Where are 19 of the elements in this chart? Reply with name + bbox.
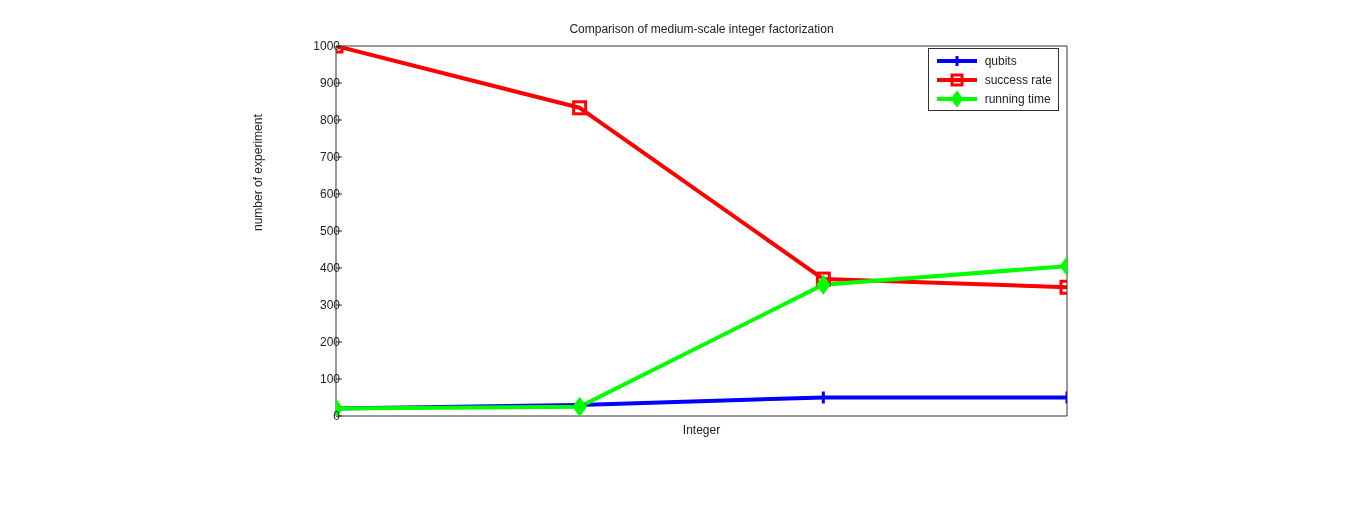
- y-axis-title: number of experiment: [251, 113, 266, 231]
- y-tick-label: 800: [319, 113, 341, 128]
- point: [572, 100, 588, 116]
- y-tick-label: 1000: [313, 39, 341, 54]
- y-tick-label: 0: [333, 409, 341, 424]
- y-tick-label: 500: [319, 224, 341, 239]
- x-axis-title: Integer: [682, 423, 721, 437]
- chart-title: Comparison of medium-scale integer factorization: [568, 22, 835, 36]
- y-tick-label: 200: [319, 335, 341, 350]
- y-tick-label: 600: [319, 187, 341, 202]
- y-tick-label: 100: [319, 372, 341, 387]
- point: [815, 271, 831, 287]
- legend-label: running time: [984, 91, 1051, 106]
- legend-label: success rate: [984, 72, 1052, 87]
- y-tick-label: 900: [319, 76, 341, 91]
- legend-label: qubits: [984, 53, 1017, 68]
- y-tick-label: 700: [319, 150, 341, 165]
- y-tick-label: 400: [319, 261, 341, 276]
- y-tick-label: 300: [319, 298, 341, 313]
